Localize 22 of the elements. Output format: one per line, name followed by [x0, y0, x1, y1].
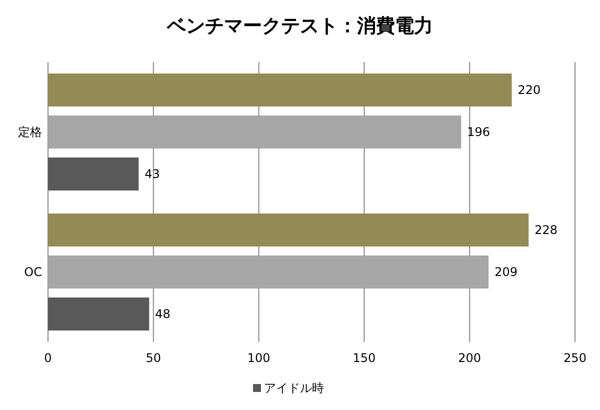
x-tick-label: 200 — [458, 351, 482, 365]
y-tick-label: 定格 — [18, 125, 42, 139]
bar — [48, 214, 529, 246]
data-label: 220 — [518, 83, 541, 97]
data-label: 209 — [494, 265, 518, 279]
data-label: 228 — [534, 223, 558, 237]
x-tick-label: 50 — [146, 351, 162, 365]
y-tick-label: OC — [24, 265, 42, 279]
x-tick-label: 150 — [352, 351, 376, 365]
bar — [48, 298, 150, 330]
bar — [48, 116, 462, 148]
x-tick-label: 100 — [247, 351, 270, 365]
bar — [48, 158, 139, 190]
chart-title: ベンチマークテスト：消費電力 — [166, 15, 433, 37]
bar — [48, 256, 489, 288]
x-tick-label: 0 — [44, 351, 52, 365]
x-tick-label: 250 — [564, 351, 586, 365]
legend-label: アイドル時 — [264, 381, 324, 395]
bar — [48, 74, 512, 106]
data-label: 196 — [467, 125, 490, 139]
data-label: 48 — [155, 307, 170, 321]
data-label: 43 — [144, 167, 160, 181]
